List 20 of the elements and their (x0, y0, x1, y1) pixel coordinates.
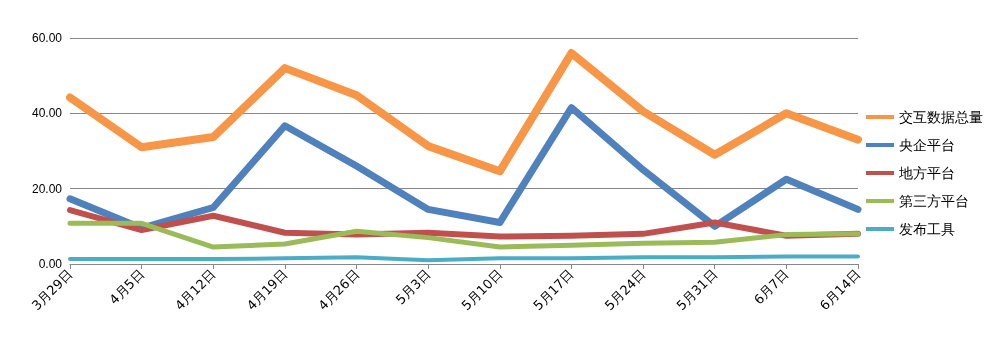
legend-label: 地方平台 (898, 165, 955, 181)
y-tick-label: 40.00 (31, 106, 63, 121)
y-tick-label: 60.00 (31, 31, 63, 45)
x-tick-label: 4月12日 (172, 266, 219, 314)
x-tick-label: 5月10日 (458, 266, 506, 314)
x-tick-label: 6月7日 (750, 266, 792, 308)
legend-label: 交互数据总量 (899, 109, 983, 125)
legend-label: 发布工具 (899, 221, 955, 237)
legend-label: 央企平台 (899, 137, 955, 153)
x-tick-label: 4月5日 (106, 266, 147, 308)
y-tick-label: 20.00 (31, 181, 63, 196)
legend-label: 第三方平台 (899, 193, 969, 209)
x-tick-label: 5月3日 (392, 266, 434, 308)
x-tick-label: 4月19日 (243, 266, 291, 314)
x-tick-label: 4月26日 (315, 266, 362, 314)
x-tick-label: 5月17日 (530, 266, 577, 314)
y-tick-label: 0.00 (38, 257, 63, 271)
x-tick-label: 5月24日 (601, 266, 649, 314)
x-tick-label: 5月31日 (673, 266, 721, 314)
x-tick-label: 6月14日 (816, 266, 864, 314)
